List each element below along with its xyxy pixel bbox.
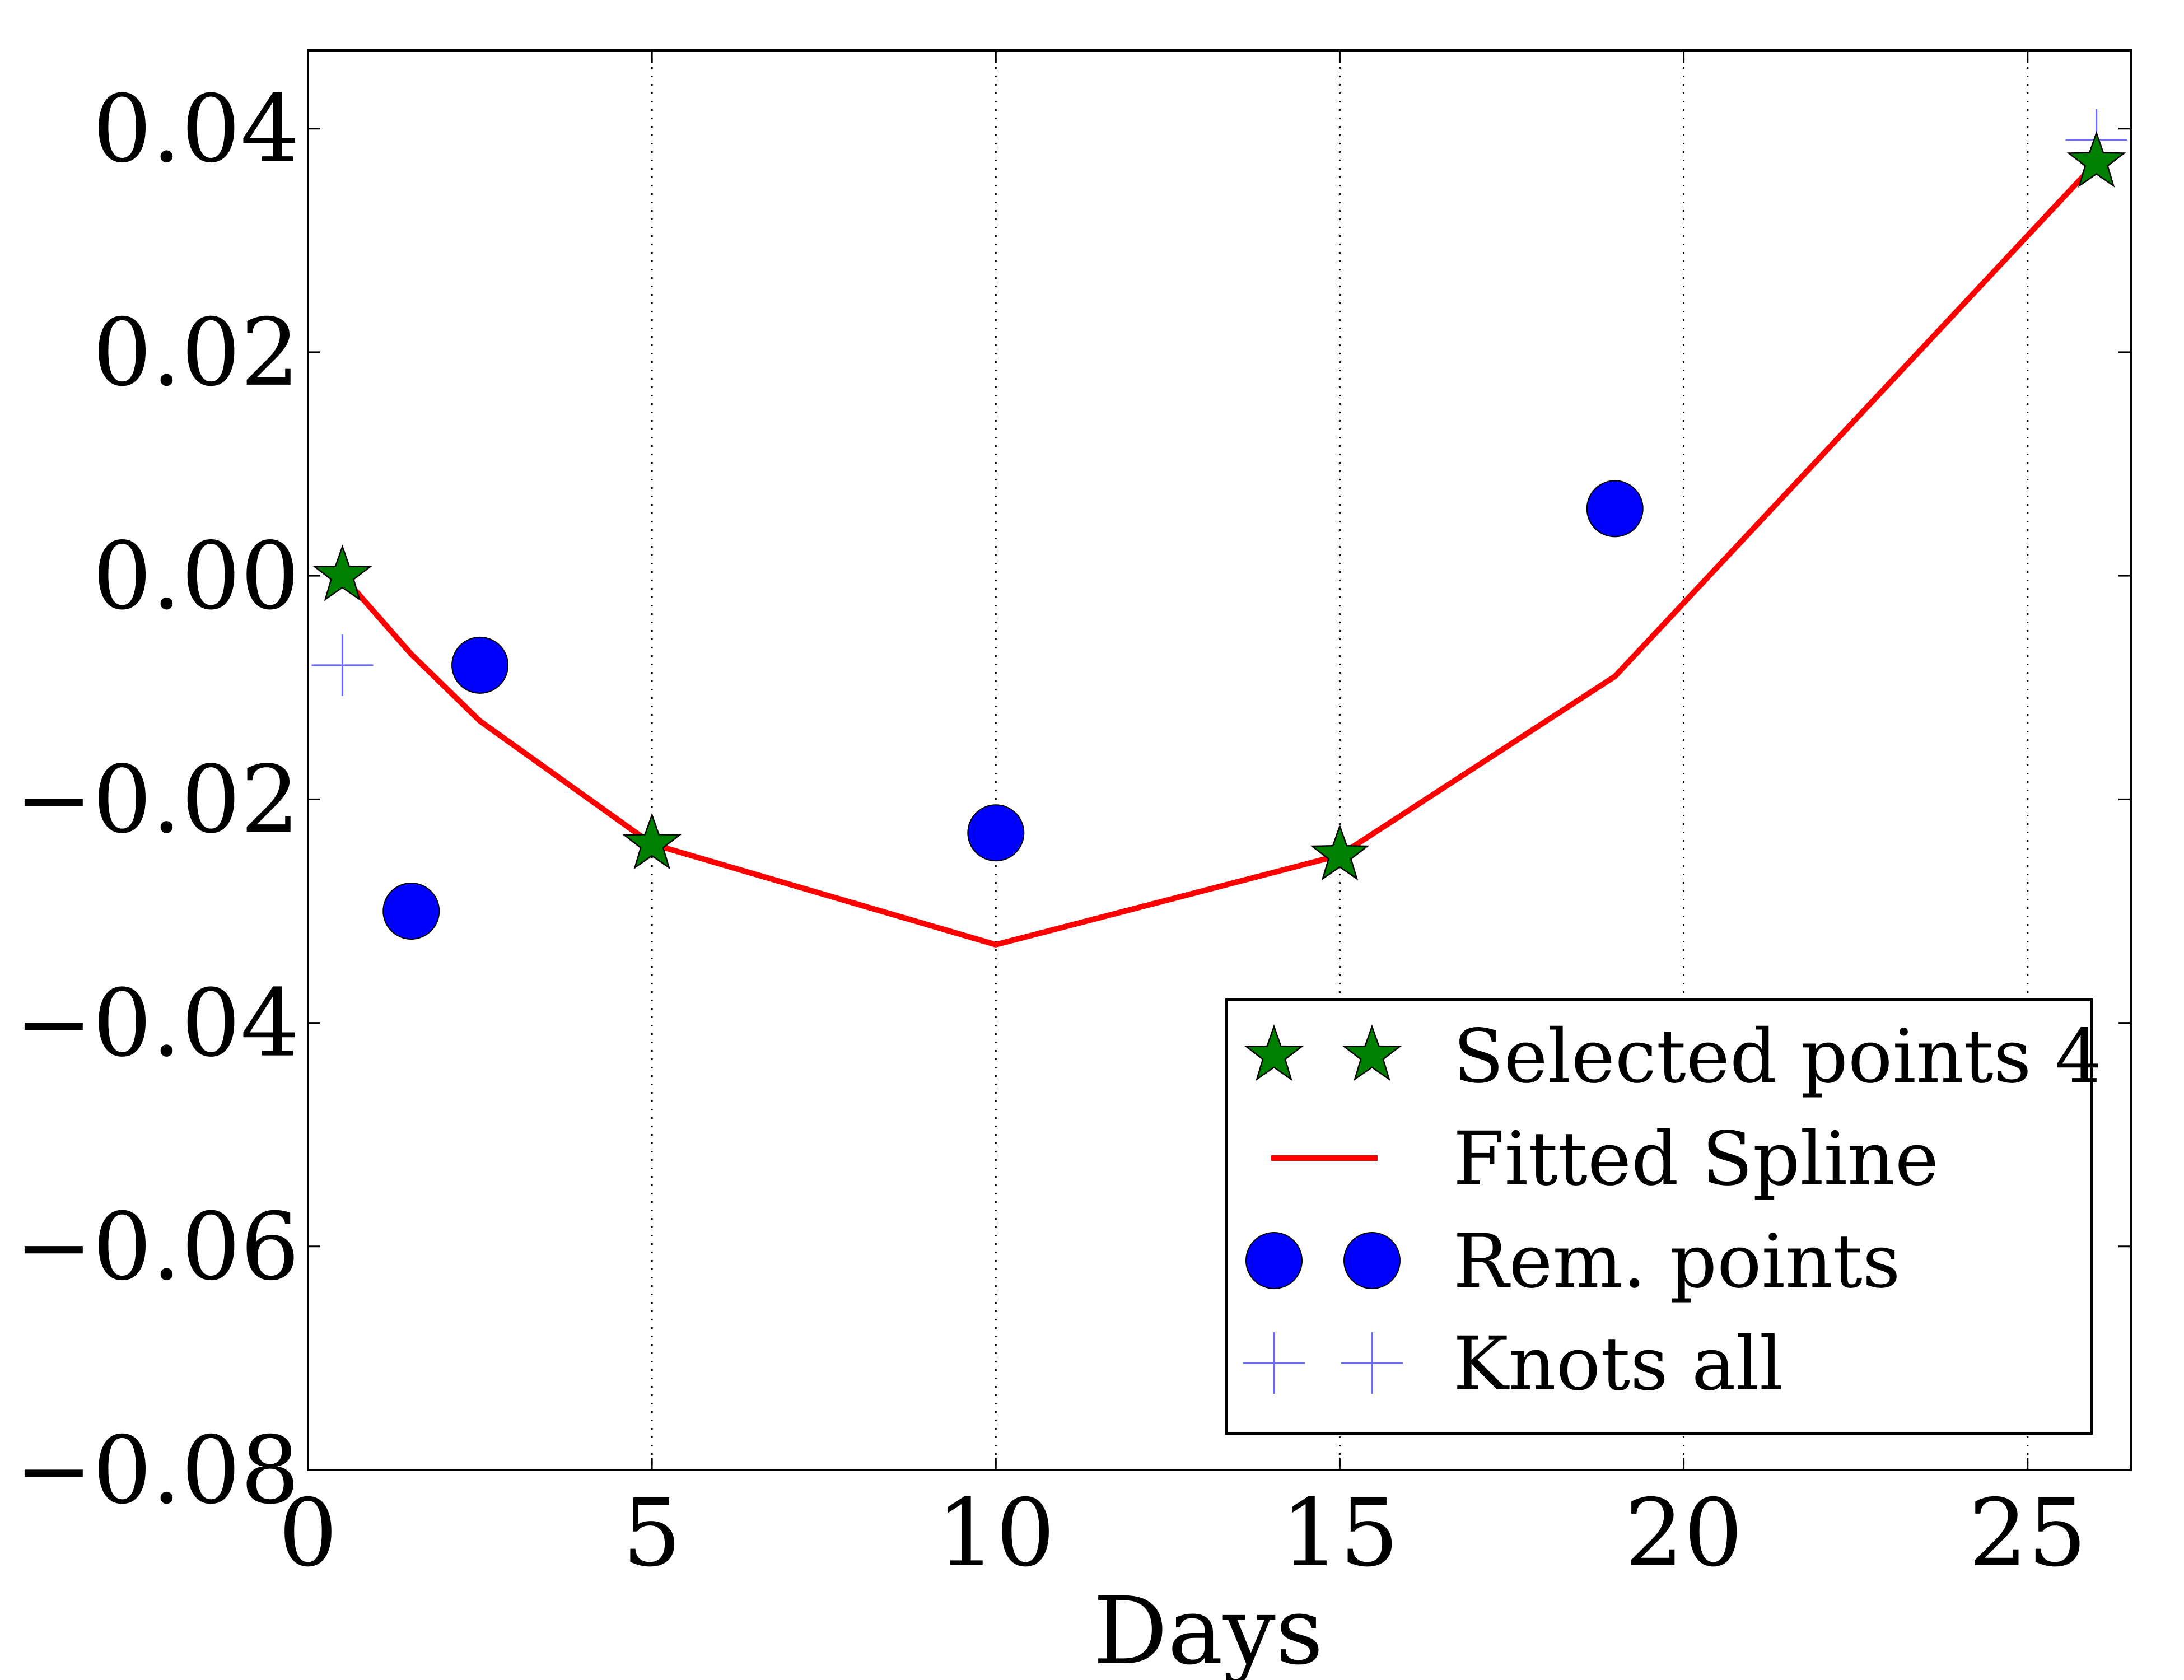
selected-point-marker: [312, 544, 372, 601]
legend-label: Rem. points: [1453, 1219, 1901, 1305]
legend-entry: Selected points 4: [1244, 1014, 2102, 1100]
legend-entry: Knots all: [1243, 1321, 1783, 1407]
legend-entry: Rem. points: [1245, 1219, 1901, 1305]
plot-series: [311, 109, 2127, 948]
plot-frame: [307, 49, 2132, 1471]
selected-point-marker: [622, 813, 682, 870]
legend-entry: Fitted Spline: [1271, 1116, 1939, 1202]
y-tick-label: −0.04: [15, 970, 300, 1078]
y-tick-label: 0.04: [92, 76, 300, 184]
x-tick-label: 15: [1281, 1480, 1399, 1588]
legend-marker: [1245, 1232, 1303, 1289]
remaining-point-marker: [451, 636, 509, 694]
x-tick-label: 0: [278, 1480, 338, 1588]
fitted-spline-line: [340, 160, 2099, 948]
selected-point-marker: [2066, 130, 2126, 188]
y-tick-label: 0.00: [92, 522, 300, 631]
legend-box: [1225, 998, 2093, 1435]
legend-marker: [1244, 1024, 1304, 1081]
knot-marker: [311, 634, 374, 696]
legend-marker: [1341, 1332, 1403, 1394]
legend: Selected points 4 Fitted Spline Rem. point…: [1225, 998, 2102, 1435]
legend-label: Selected points 4: [1453, 1014, 2102, 1100]
legend-label: Fitted Spline: [1453, 1116, 1939, 1202]
y-tick-label: 0.02: [92, 299, 300, 407]
x-tick-label: 5: [622, 1480, 682, 1588]
y-tick-label: −0.08: [15, 1417, 300, 1525]
y-tick-label: −0.06: [15, 1193, 300, 1301]
legend-label: Knots all: [1453, 1321, 1783, 1407]
remaining-point-marker: [967, 804, 1025, 862]
grid-lines: [651, 50, 2029, 1470]
x-tick-label: 10: [937, 1480, 1055, 1588]
y-tick-label: −0.02: [15, 746, 300, 854]
x-axis-label: Days: [1093, 1578, 1323, 1680]
remaining-point-marker: [1586, 480, 1644, 538]
selected-point-marker: [1310, 824, 1370, 881]
remaining-point-marker: [382, 882, 440, 940]
axis-ticks: 0 5 10 15 20 25 −0.08 −0.06 −0.04 −0.02 0.00 0.02 0.…: [15, 50, 2131, 1588]
x-tick-label: 20: [1625, 1480, 1743, 1588]
x-tick-label: 25: [1968, 1480, 2087, 1588]
legend-marker: [1342, 1024, 1402, 1081]
legend-marker: [1343, 1232, 1401, 1289]
legend-marker: [1243, 1332, 1305, 1394]
